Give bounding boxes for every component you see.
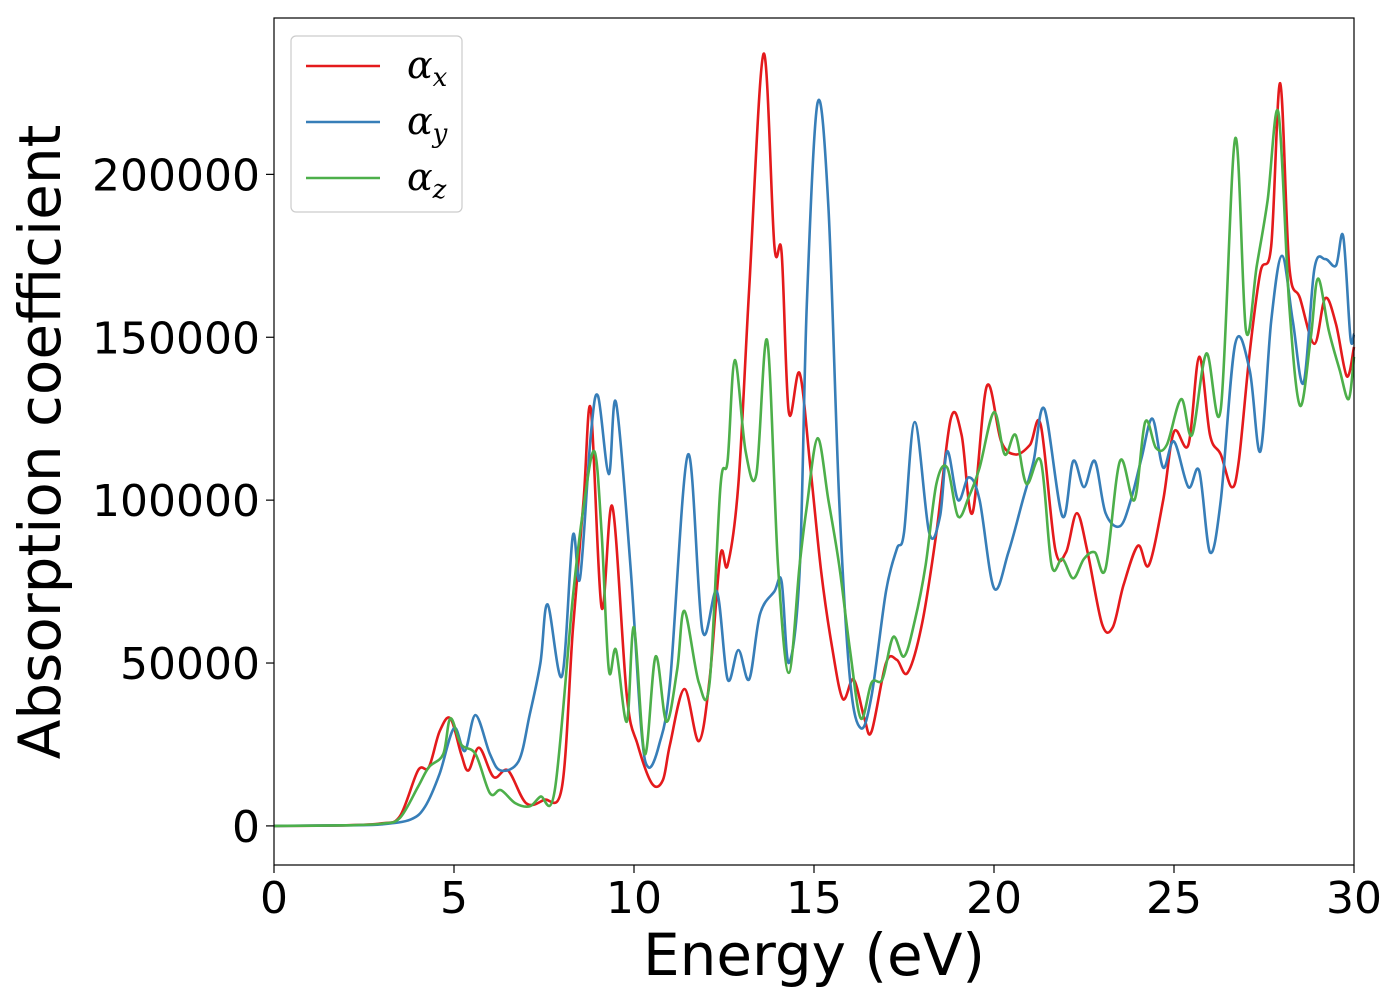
series-line-alpha-z bbox=[273, 108, 1356, 828]
y-tick-label: 150000 bbox=[92, 313, 260, 364]
y-axis-label: Absorption coefficient bbox=[6, 125, 74, 760]
y-tick-label: 50000 bbox=[120, 639, 260, 690]
legend-label-alpha-y: αy bbox=[407, 99, 448, 149]
y-tick-label: 100000 bbox=[92, 476, 260, 527]
legend-entries: αx αy αz bbox=[306, 43, 448, 205]
y-tick-label: 200000 bbox=[92, 150, 260, 201]
x-tick-label: 25 bbox=[1146, 873, 1202, 924]
y-axis-ticks: 0 50000 100000 150000 200000 bbox=[92, 150, 274, 853]
x-tick-label: 0 bbox=[260, 873, 288, 924]
x-tick-label: 30 bbox=[1326, 873, 1382, 924]
x-tick-label: 20 bbox=[966, 873, 1022, 924]
series-line-alpha-y bbox=[273, 98, 1356, 828]
x-axis-ticks: 0 5 10 15 20 25 30 bbox=[260, 865, 1382, 924]
legend-box bbox=[290, 35, 463, 213]
legend: αx αy αz bbox=[290, 35, 463, 213]
legend-label-alpha-x: αx bbox=[407, 43, 448, 93]
x-axis-label: Energy (eV) bbox=[643, 921, 985, 989]
series-layer bbox=[273, 52, 1356, 828]
y-tick-label: 0 bbox=[232, 802, 260, 853]
x-tick-label: 15 bbox=[786, 873, 842, 924]
legend-label-alpha-z: αz bbox=[407, 155, 447, 205]
series-line-alpha-x bbox=[273, 52, 1356, 828]
x-tick-label: 10 bbox=[606, 873, 662, 924]
x-tick-label: 5 bbox=[440, 873, 468, 924]
